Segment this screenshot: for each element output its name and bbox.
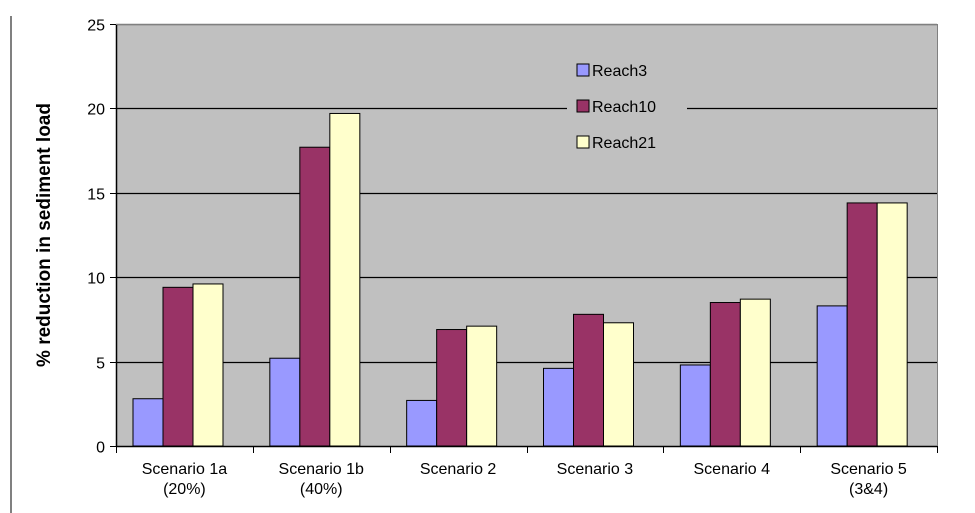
bar-reach10-5	[846, 202, 878, 447]
bar-reach21-0	[192, 283, 224, 447]
x-category-label: Scenario 4	[694, 461, 771, 478]
x-category-label: Scenario 2	[420, 461, 497, 478]
x-category-label: (20%)	[163, 481, 206, 498]
bar-reach10-0	[162, 286, 194, 447]
bar-reach21-3	[603, 322, 634, 447]
bar-reach10-2	[436, 329, 468, 447]
bar-reach3-1	[269, 357, 301, 447]
y-tick-label: 15	[87, 187, 105, 204]
bar-reach21-1	[329, 112, 361, 447]
y-axis-title: % reduction in sediment load	[34, 103, 55, 367]
x-category-label: (40%)	[300, 481, 343, 498]
bar-reach3-5	[816, 305, 848, 447]
legend	[567, 55, 687, 185]
legend-swatch-reach21	[576, 135, 590, 149]
legend-label-reach21: Reach21	[592, 135, 656, 152]
x-category-label: Scenario 1a	[142, 461, 227, 478]
bar-reach3-4	[679, 364, 711, 447]
legend-swatch-reach3	[576, 63, 590, 77]
legend-label-reach3: Reach3	[592, 63, 647, 80]
y-tick-label: 20	[87, 102, 105, 119]
bar-reach10-1	[299, 146, 331, 447]
y-tick-label: 25	[87, 18, 105, 35]
x-category-label: (3&4)	[849, 481, 888, 498]
bar-reach3-3	[543, 367, 574, 447]
y-tick-label: 0	[96, 440, 105, 457]
legend-swatch-reach10	[576, 99, 590, 113]
y-tick-label: 5	[96, 356, 105, 373]
y-tick-label: 10	[87, 271, 105, 288]
bar-reach10-3	[573, 313, 604, 447]
bar-reach21-2	[466, 325, 498, 447]
x-category-label: Scenario 1b	[279, 461, 364, 478]
legend-label-reach10: Reach10	[592, 99, 656, 116]
x-category-label: Scenario 3	[557, 461, 634, 478]
bar-reach21-5	[876, 202, 908, 447]
bar-reach21-4	[739, 298, 771, 447]
plot-area	[116, 24, 937, 446]
bar-reach3-0	[132, 398, 164, 447]
bar-reach3-2	[406, 399, 438, 447]
x-category-label: Scenario 5	[830, 461, 907, 478]
bar-reach10-4	[709, 302, 741, 447]
